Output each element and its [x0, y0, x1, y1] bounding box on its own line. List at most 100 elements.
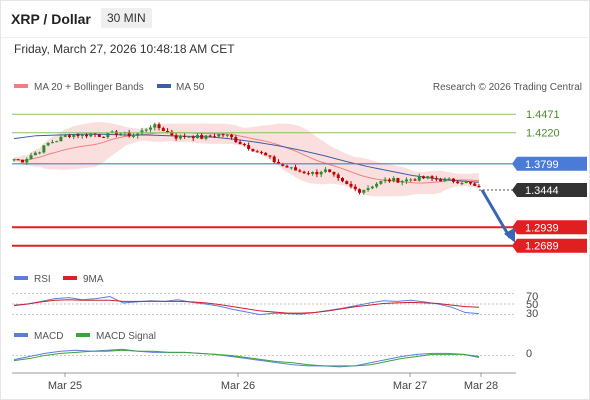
candle-body — [12, 159, 16, 161]
candle-body — [221, 134, 225, 136]
candle-body — [247, 145, 251, 149]
candle-body — [268, 155, 272, 157]
candle-body — [72, 134, 76, 137]
legend-swatch-ma50 — [157, 84, 171, 88]
x-tick-label: Mar 28 — [464, 380, 498, 392]
candle-body — [183, 135, 187, 137]
candle-body — [234, 137, 238, 142]
candle-body — [191, 136, 195, 139]
candle-body — [311, 172, 315, 174]
candle-body — [42, 145, 46, 153]
candle-body — [443, 178, 447, 182]
candle-body — [439, 179, 443, 182]
candle-body — [242, 143, 246, 146]
candle-body — [25, 159, 29, 163]
candle-body — [302, 171, 306, 174]
candle-body — [33, 152, 37, 156]
candle-body — [63, 135, 67, 137]
candle-body — [413, 179, 417, 181]
candle-body — [149, 127, 153, 130]
rsi-tick-30: 30 — [526, 308, 538, 320]
forecast-arrow-head — [504, 227, 515, 243]
candle-body — [140, 130, 144, 134]
candle-body — [362, 189, 366, 193]
rsi-line — [13, 296, 480, 316]
candle-body — [21, 159, 25, 163]
candle-body — [392, 178, 396, 182]
candle-body — [456, 181, 460, 184]
candle-body — [153, 124, 157, 128]
legend-rsi: RSI — [34, 274, 51, 285]
candle-body — [106, 132, 110, 138]
legend-macd: MACD — [34, 331, 63, 342]
candle-body — [76, 134, 80, 137]
resistance-label: 1.4220 — [526, 128, 560, 140]
time-ticks: Mar 25 Mar 26 Mar 27 Mar 28 — [48, 373, 498, 392]
candle-body — [166, 130, 170, 132]
candle-body — [430, 176, 434, 179]
candle-body — [404, 179, 408, 182]
candle-body — [161, 128, 165, 131]
candle-body — [174, 135, 178, 139]
x-tick-label: Mar 27 — [393, 380, 427, 392]
candle-body — [353, 186, 357, 190]
rsi-tick-70: 70 — [526, 291, 538, 303]
candle-body — [319, 171, 323, 175]
legend-9ma: 9MA — [83, 274, 104, 285]
candle-body — [136, 133, 140, 136]
rsi-9ma-line — [13, 299, 480, 314]
price-levels: 1.4471 1.4220 1.3799 1.3444 1.2939 1.2689 — [12, 109, 587, 253]
x-tick-label: Mar 26 — [221, 380, 255, 392]
chart-header: XRP / Dollar 30 MIN — [1, 1, 589, 38]
candle-body — [50, 142, 54, 144]
candle-body — [89, 133, 93, 137]
candle-body — [213, 136, 217, 138]
candle-body — [340, 177, 344, 182]
interval-badge[interactable]: 30 MIN — [101, 8, 152, 28]
candle-body — [281, 164, 285, 166]
legend-swatch-signal — [76, 333, 90, 337]
candle-body — [396, 178, 400, 183]
candle-body — [200, 134, 204, 139]
resistance-label: 1.4471 — [526, 109, 560, 121]
x-tick-label: Mar 25 — [48, 380, 82, 392]
legend-swatch-rsi — [14, 276, 28, 280]
candle-body — [157, 124, 161, 129]
candle-body — [217, 134, 221, 137]
candle-body — [67, 135, 71, 137]
candle-body — [80, 134, 84, 137]
candle-body — [468, 182, 472, 184]
candle-body — [110, 131, 114, 133]
candle-body — [409, 179, 413, 181]
candle-body — [187, 136, 191, 138]
candle-body — [238, 141, 242, 144]
support-label: 1.2939 — [525, 222, 559, 234]
candle-body — [144, 129, 148, 131]
forecast-arrow-shaft — [480, 189, 512, 239]
candle-body — [298, 170, 302, 172]
candle-body — [93, 133, 97, 135]
candle-body — [97, 134, 101, 137]
candle-body — [332, 171, 336, 175]
candle-body — [38, 152, 42, 154]
candle-body — [473, 183, 477, 186]
timestamp: Friday, March 27, 2026 10:48:18 AM CET — [14, 42, 235, 56]
candle-body — [178, 135, 182, 139]
candle-body — [289, 167, 293, 169]
candle-body — [55, 141, 59, 143]
candle-body — [349, 183, 353, 187]
macd-plot — [12, 348, 516, 368]
instrument-title: XRP / Dollar — [11, 11, 91, 27]
candle-body — [387, 179, 391, 182]
candle-body — [85, 134, 89, 137]
legend-swatch-ma20 — [14, 84, 28, 88]
copyright: Research © 2026 Trading Central — [433, 82, 582, 93]
candle-body — [434, 178, 438, 180]
candle-body — [383, 179, 387, 182]
last-price-label: 1.3444 — [525, 185, 559, 197]
candle-body — [451, 178, 455, 182]
legend-swatch-macd — [14, 333, 28, 337]
candle-body — [46, 142, 50, 146]
